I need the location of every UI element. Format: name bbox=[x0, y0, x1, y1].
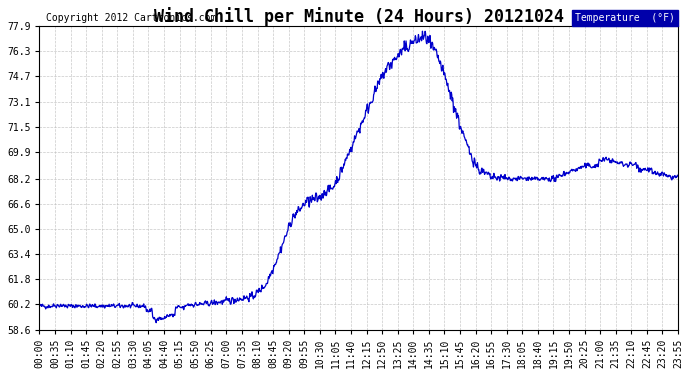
Text: Temperature  (°F): Temperature (°F) bbox=[575, 13, 675, 23]
Title: Wind Chill per Minute (24 Hours) 20121024: Wind Chill per Minute (24 Hours) 2012102… bbox=[154, 7, 564, 26]
Text: Copyright 2012 Cartronics.com: Copyright 2012 Cartronics.com bbox=[46, 13, 216, 23]
